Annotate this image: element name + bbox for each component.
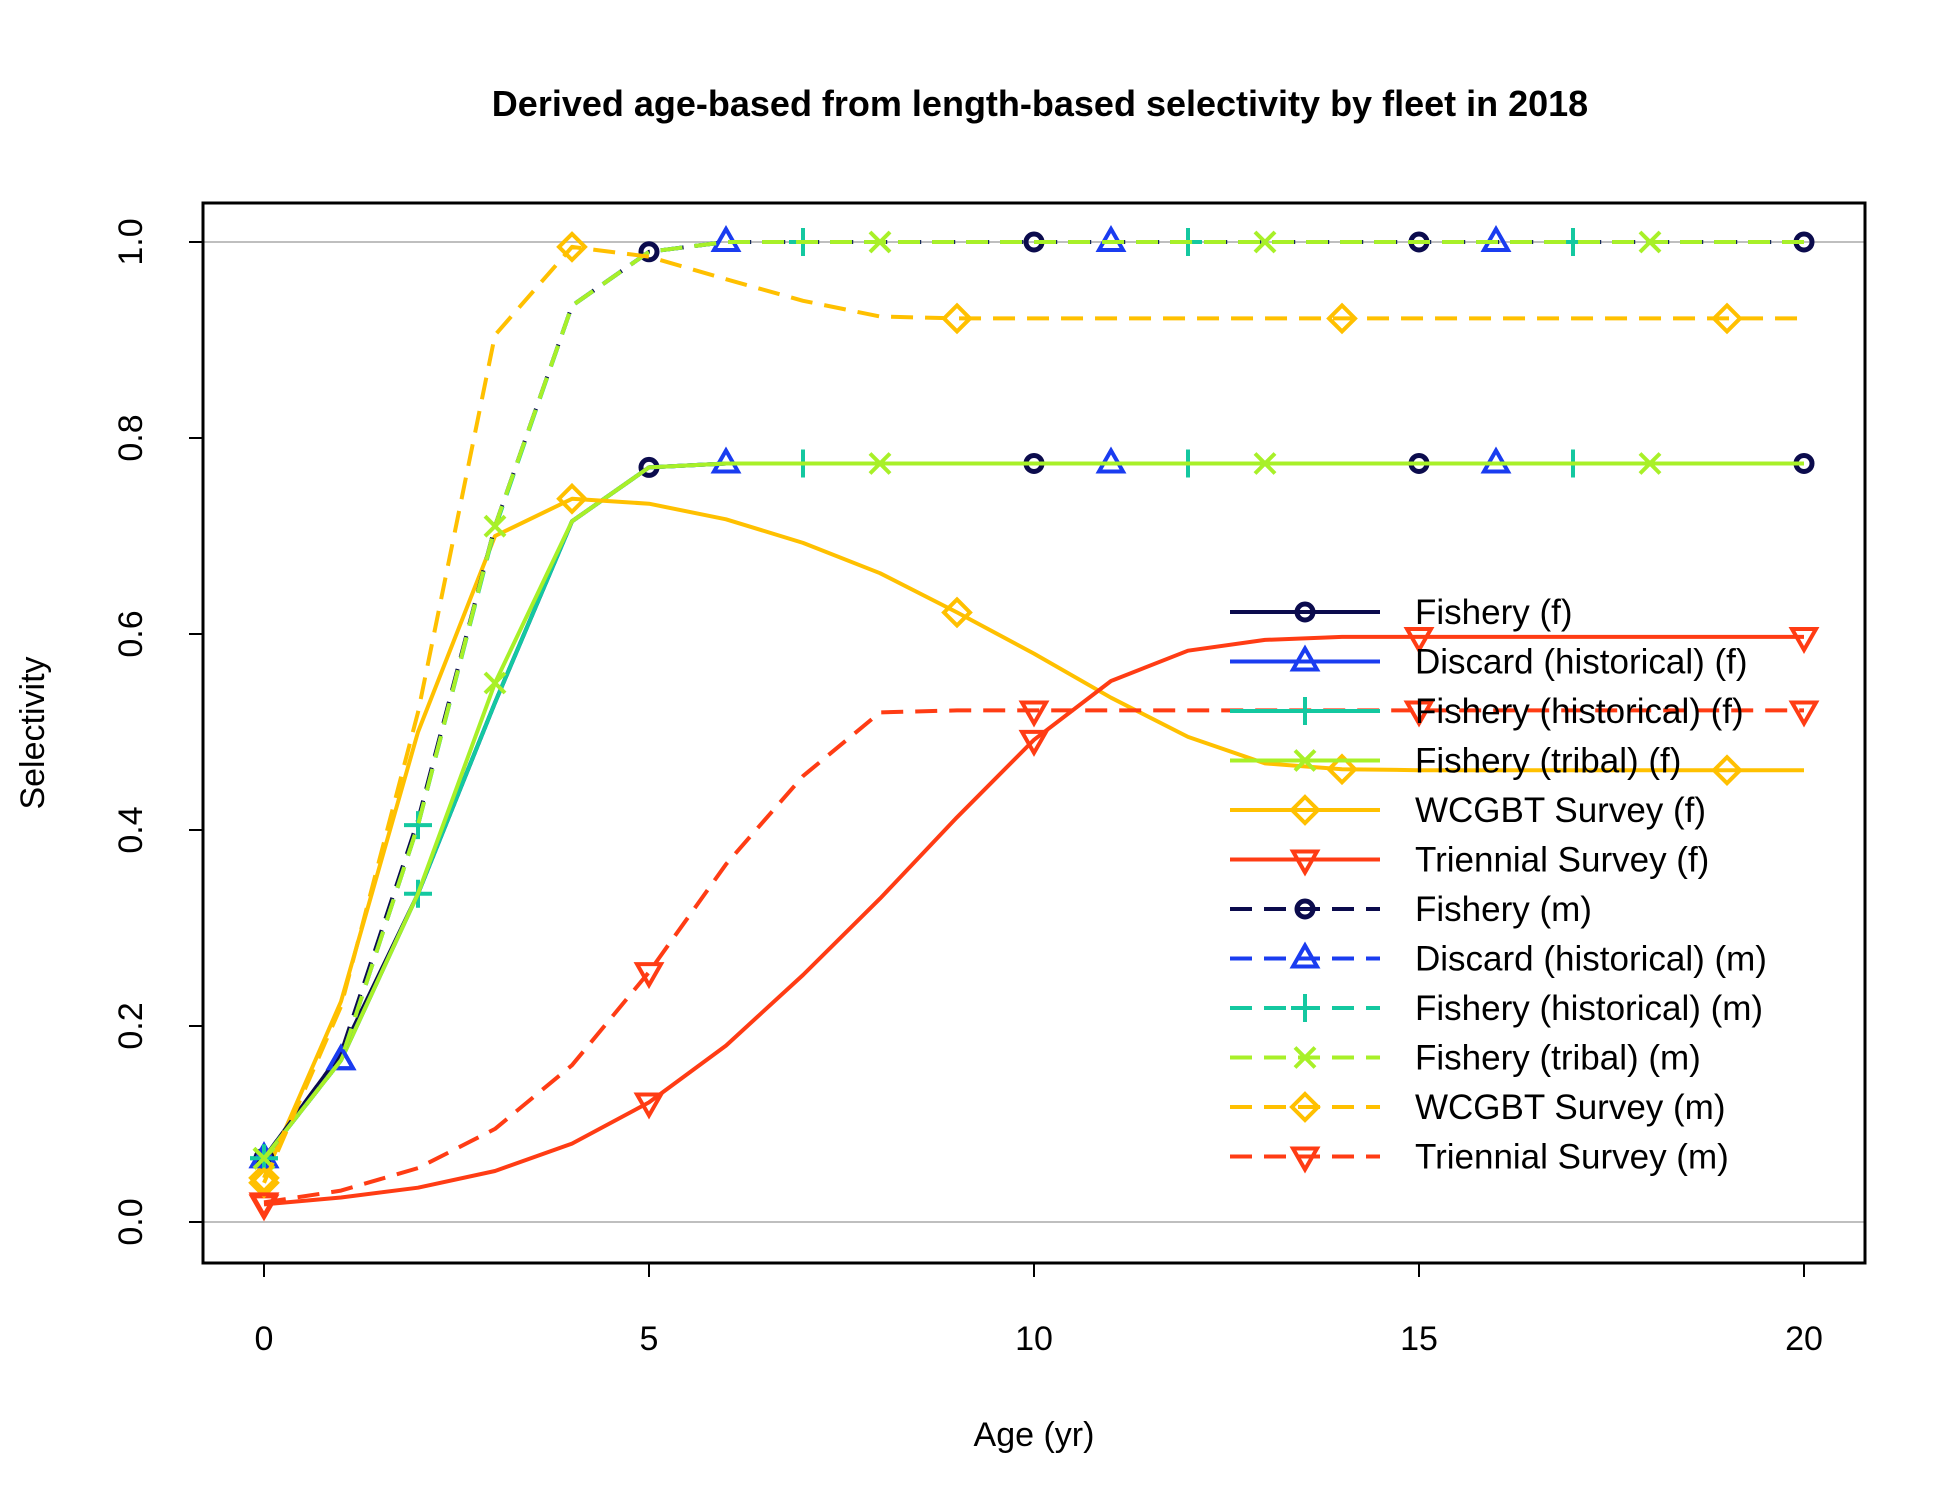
legend-marker	[1294, 601, 1316, 623]
legend-label: Discard (historical) (m)	[1415, 940, 1767, 979]
data-point	[1403, 626, 1435, 654]
legend-item-1: Discard (historical) (f)	[1230, 643, 1748, 682]
series-9	[252, 230, 1804, 1170]
series-line	[263, 708, 1804, 1205]
data-point	[404, 811, 432, 840]
legend-item-2: Fishery (historical) (f)	[1230, 692, 1744, 731]
legend-item-6: Fishery (m)	[1230, 890, 1592, 929]
y-tick-label: 0.0	[112, 1198, 150, 1245]
data-point	[248, 1192, 280, 1220]
legend-marker	[1289, 1091, 1321, 1123]
series-11	[248, 700, 1820, 1220]
legend-marker	[1293, 749, 1317, 772]
x-axis-label: Age (yr)	[974, 1416, 1095, 1454]
legend-item-8: Fishery (historical) (m)	[1230, 989, 1763, 1028]
legend-item-9: Fishery (tribal) (m)	[1230, 1039, 1701, 1078]
series-4	[248, 482, 1804, 1194]
data-point	[1403, 700, 1435, 728]
data-point	[325, 1043, 357, 1071]
plot-area	[203, 224, 1865, 1223]
data-point	[1018, 700, 1050, 728]
legend-item-0: Fishery (f)	[1230, 593, 1573, 632]
data-point	[248, 1162, 280, 1194]
data-point	[1480, 224, 1512, 252]
legend-marker	[1289, 849, 1321, 877]
data-point	[1788, 700, 1820, 728]
x-tick-label: 20	[1785, 1320, 1823, 1358]
legend-marker	[1289, 941, 1321, 969]
x-tick-label: 10	[1015, 1320, 1053, 1358]
y-tick-label: 0.8	[112, 414, 150, 461]
legend-marker	[1289, 1146, 1321, 1174]
legend-item-7: Discard (historical) (m)	[1230, 940, 1767, 979]
data-point	[710, 224, 742, 252]
data-point	[1018, 729, 1050, 757]
data-point	[1095, 224, 1127, 252]
chart-title: Derived age-based from length-based sele…	[492, 83, 1588, 124]
data-point	[483, 514, 507, 538]
legend-label: Fishery (tribal) (m)	[1415, 1039, 1701, 1078]
x-tick-label: 0	[255, 1320, 274, 1358]
legend-marker	[1289, 794, 1321, 826]
data-point	[556, 231, 588, 263]
data-point	[1480, 446, 1512, 474]
y-tick-label: 0.6	[112, 610, 150, 657]
legend-marker	[1294, 898, 1316, 920]
data-point	[633, 962, 665, 990]
y-axis-label: Selectivity	[14, 656, 52, 809]
data-point	[1326, 302, 1358, 335]
data-point	[638, 241, 660, 263]
y-tick-label: 0.4	[112, 806, 150, 853]
legend-item-3: Fishery (tribal) (f)	[1230, 742, 1681, 781]
series-line	[262, 461, 1804, 1160]
data-point	[868, 230, 892, 254]
legend-item-11: Triennial Survey (m)	[1230, 1138, 1729, 1177]
series-10	[248, 231, 1804, 1199]
legend-item-4: WCGBT Survey (f)	[1230, 791, 1706, 830]
data-point	[483, 671, 507, 695]
legend-label: Discard (historical) (f)	[1415, 643, 1748, 682]
legend-label: Fishery (m)	[1415, 890, 1592, 929]
legend-marker	[1293, 1046, 1317, 1069]
data-point	[1253, 230, 1277, 254]
series-line	[263, 634, 1804, 1207]
series-line	[262, 496, 1804, 1179]
legend-label: Fishery (f)	[1415, 593, 1573, 632]
data-point	[868, 452, 892, 475]
data-point	[941, 302, 973, 335]
data-point	[1788, 626, 1820, 654]
legend: Fishery (f) Discard (historical) (f) Fishe…	[1230, 593, 1767, 1177]
data-point	[1711, 754, 1743, 787]
legend-label: Fishery (historical) (m)	[1415, 989, 1763, 1028]
data-point	[1638, 230, 1662, 254]
axes: 0 5 10 15 20 0.0 0.2 0.4 0.6 0.8 1.0	[112, 218, 1823, 1358]
legend-label: WCGBT Survey (m)	[1415, 1088, 1725, 1127]
legend-marker	[1289, 644, 1321, 672]
data-point	[1638, 452, 1662, 475]
data-point	[941, 596, 973, 629]
legend-label: Fishery (historical) (f)	[1415, 692, 1744, 731]
x-tick-label: 15	[1400, 1320, 1438, 1358]
legend-label: Triennial Survey (m)	[1415, 1138, 1729, 1177]
data-point	[1326, 753, 1358, 786]
data-point	[556, 482, 588, 515]
series-line	[262, 244, 1804, 1184]
legend-item-5: Triennial Survey (f)	[1230, 841, 1709, 880]
data-point	[633, 1092, 665, 1120]
legend-label: Triennial Survey (f)	[1415, 841, 1709, 880]
legend-marker	[1291, 994, 1319, 1022]
data-point	[1095, 446, 1127, 474]
legend-label: Fishery (tribal) (f)	[1415, 742, 1681, 781]
x-tick-label: 5	[640, 1320, 659, 1358]
legend-item-10: WCGBT Survey (m)	[1230, 1088, 1725, 1127]
data-point	[710, 446, 742, 474]
data-point	[1253, 452, 1277, 475]
legend-marker	[1291, 697, 1319, 725]
y-tick-label: 0.2	[112, 1002, 150, 1049]
data-point	[1711, 302, 1743, 335]
legend-label: WCGBT Survey (f)	[1415, 791, 1706, 830]
series-line	[262, 240, 1804, 1160]
y-tick-label: 1.0	[112, 218, 150, 265]
